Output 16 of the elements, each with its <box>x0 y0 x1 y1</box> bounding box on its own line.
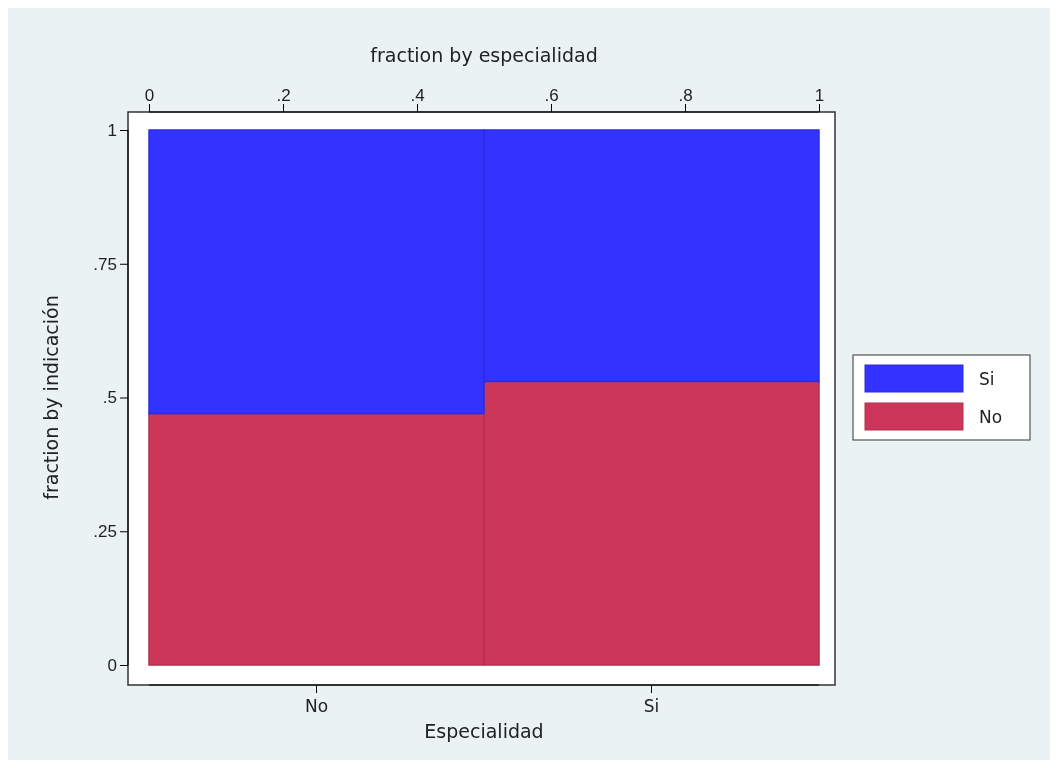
text: No <box>979 407 1003 427</box>
x-axis-title: Especialidad <box>424 720 544 742</box>
x2-tick-label: 1 <box>814 86 825 105</box>
x2-tick-label: .2 <box>276 86 291 105</box>
y-axis-title: fraction by indicación <box>40 295 62 500</box>
y-tick-label: .5 <box>102 388 117 408</box>
x2-tick-label: .8 <box>678 86 693 105</box>
x2-tick-label: 0 <box>144 86 155 105</box>
x2-axis-title: fraction by especialidad <box>370 44 598 66</box>
y-tick-label: 0 <box>107 655 117 675</box>
text: Si <box>979 369 995 389</box>
y-tick-label: 1 <box>107 120 117 140</box>
x2-tick-label: .4 <box>410 86 425 105</box>
x2-tick-label: .6 <box>544 86 559 105</box>
y-tick-label: .25 <box>93 522 117 542</box>
y-tick-label: .75 <box>93 254 117 274</box>
